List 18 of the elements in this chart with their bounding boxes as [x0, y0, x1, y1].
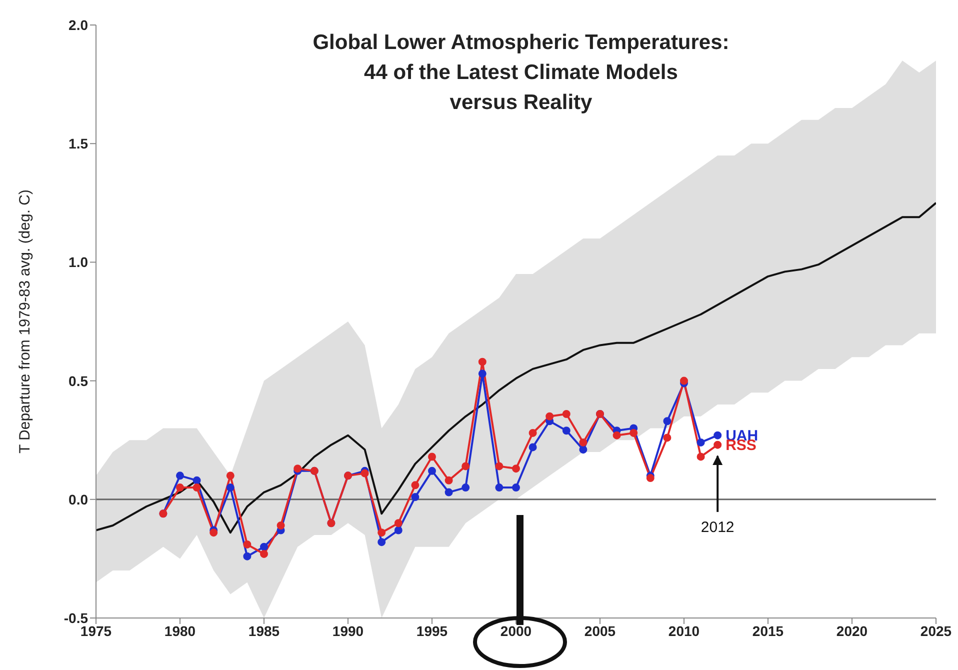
- y-tick-label: 1.0: [68, 254, 88, 270]
- x-tick-label: 2010: [668, 622, 700, 639]
- x-tick-label: 1995: [416, 622, 448, 639]
- x-tick-label: 1985: [248, 622, 280, 639]
- y-tick-label: 0.0: [68, 491, 88, 508]
- x-tick-label: 2020: [836, 622, 868, 639]
- x-tick-label: 1990: [332, 622, 364, 639]
- text: Global Lower Atmospheric Temperatures: 44 of the Latest Climate Models versus Reality: [312, 30, 730, 116]
- x-tick-label: 1980: [164, 622, 196, 639]
- y-tick-label: 0.5: [68, 372, 88, 389]
- x-tick-label: 2005: [584, 622, 616, 639]
- y-tick-label: 2.0: [68, 16, 88, 33]
- y-axis-title: T Departure from 1979-83 avg. (deg. C): [16, 189, 34, 454]
- x-tick-label: 2015: [752, 622, 784, 639]
- annotation: 2012: [700, 518, 734, 536]
- x-tick-label: 2025: [920, 622, 952, 639]
- y-tick-label: 1.5: [68, 136, 88, 152]
- x-tick-label: 2000: [500, 622, 532, 639]
